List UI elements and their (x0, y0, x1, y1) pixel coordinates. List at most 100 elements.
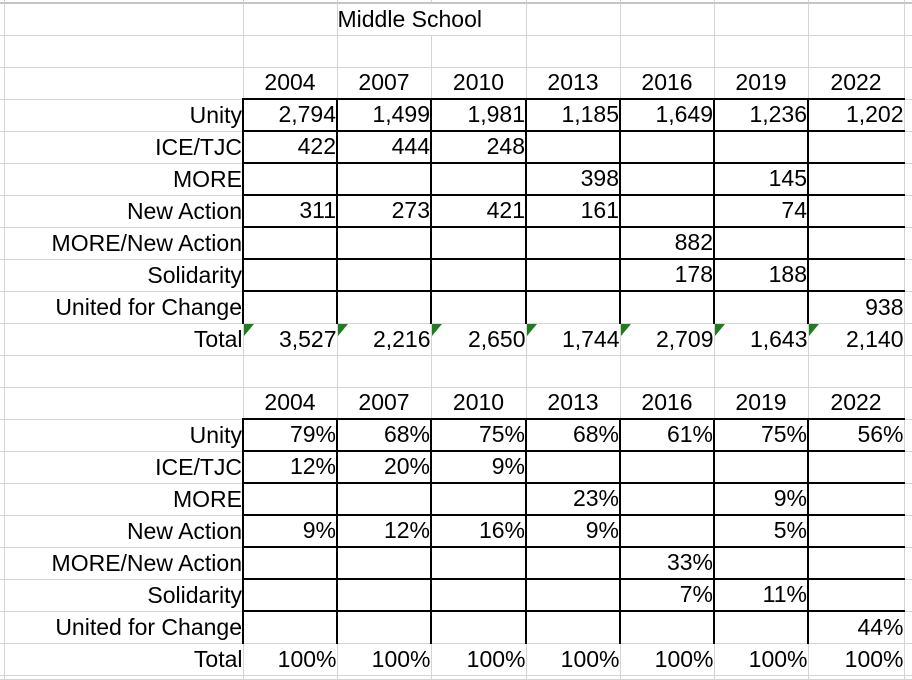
cell-percent-new-action-2007[interactable]: 12% (336, 514, 432, 548)
cell-counts-unity-2019[interactable]: 1,236 (713, 98, 809, 132)
cell-percent-unity-2013[interactable]: 68% (525, 418, 621, 452)
cell-percent-total-2022[interactable]: 100% (808, 643, 905, 676)
cell-percent-more-2007[interactable] (336, 482, 432, 516)
cell-empty[interactable] (714, 3, 809, 36)
cell-percent-unity-2019[interactable]: 75% (713, 418, 809, 452)
cell-counts-more-new-action-2010[interactable] (430, 226, 527, 260)
cell-percent-total-2007[interactable]: 100% (337, 643, 432, 676)
cell-header-counts-2010[interactable]: 2010 (431, 67, 527, 100)
cell-percent-united-for-change-2007[interactable] (336, 610, 432, 644)
cell-header-percent-2010[interactable]: 2010 (431, 387, 527, 420)
cell-counts-solidarity-2019[interactable]: 188 (713, 258, 809, 292)
cell-counts-united-for-change-2022[interactable]: 938 (807, 290, 905, 324)
cell-label-counts-more[interactable]: MORE (4, 163, 244, 196)
cell-empty[interactable] (431, 35, 527, 68)
cell-percent-unity-2022[interactable]: 56% (807, 418, 905, 452)
cell-percent-more-2019[interactable]: 9% (713, 482, 809, 516)
cell-percent-new-action-2022[interactable] (807, 514, 905, 548)
cell-counts-total-2007[interactable]: 2,216 (337, 323, 432, 356)
cell-label-counts-ice-tjc[interactable]: ICE/TJC (4, 131, 244, 164)
cell-empty[interactable] (4, 35, 244, 68)
cell-percent-new-action-2010[interactable]: 16% (430, 514, 527, 548)
cell-counts-more-2010[interactable] (430, 162, 527, 196)
cell-header-percent-2019[interactable]: 2019 (714, 387, 809, 420)
cell-counts-new-action-2007[interactable]: 273 (336, 194, 432, 228)
cell-counts-ice-tjc-2022[interactable] (807, 130, 905, 164)
cell-label-percent-solidarity[interactable]: Solidarity (4, 579, 244, 612)
cell-percent-ice-tjc-2007[interactable]: 20% (336, 450, 432, 484)
cell-label-counts-unity[interactable]: Unity (4, 99, 244, 132)
cell-counts-more-new-action-2022[interactable] (807, 226, 905, 260)
cell-percent-more-new-action-2007[interactable] (336, 546, 432, 580)
cell-counts-unity-2004[interactable]: 2,794 (242, 98, 338, 132)
cell-counts-unity-2016[interactable]: 1,649 (619, 98, 715, 132)
cell-percent-solidarity-2022[interactable] (807, 578, 905, 612)
cell-percent-total-2019[interactable]: 100% (714, 643, 809, 676)
cell-header-percent-2013[interactable]: 2013 (526, 387, 621, 420)
cell-percent-more-new-action-2004[interactable] (242, 546, 338, 580)
cell-percent-more-new-action-2019[interactable] (713, 546, 809, 580)
cell-empty[interactable] (4, 67, 244, 100)
cell-empty[interactable] (4, 3, 244, 36)
cell-empty[interactable] (243, 35, 338, 68)
cell-counts-unity-2007[interactable]: 1,499 (336, 98, 432, 132)
cell-percent-total-2004[interactable]: 100% (243, 643, 338, 676)
cell-counts-united-for-change-2013[interactable] (525, 290, 621, 324)
cell-percent-solidarity-2016[interactable]: 7% (619, 578, 715, 612)
cell-label-counts-more-new-action[interactable]: MORE/New Action (4, 227, 244, 260)
cell-percent-unity-2010[interactable]: 75% (430, 418, 527, 452)
cell-counts-total-2019[interactable]: 1,643 (714, 323, 809, 356)
cell-empty[interactable] (526, 355, 621, 388)
cell-empty[interactable] (620, 35, 715, 68)
cell-counts-solidarity-2010[interactable] (430, 258, 527, 292)
cell-counts-more-2022[interactable] (807, 162, 905, 196)
cell-counts-united-for-change-2019[interactable] (713, 290, 809, 324)
cell-counts-ice-tjc-2010[interactable]: 248 (430, 130, 527, 164)
cell-header-counts-2007[interactable]: 2007 (337, 67, 432, 100)
cell-counts-united-for-change-2004[interactable] (242, 290, 338, 324)
cell-percent-solidarity-2004[interactable] (242, 578, 338, 612)
cell-counts-ice-tjc-2019[interactable] (713, 130, 809, 164)
cell-counts-ice-tjc-2013[interactable] (525, 130, 621, 164)
cell-empty[interactable] (526, 35, 621, 68)
cell-percent-united-for-change-2013[interactable] (525, 610, 621, 644)
cell-percent-more-2013[interactable]: 23% (525, 482, 621, 516)
cell-header-counts-2019[interactable]: 2019 (714, 67, 809, 100)
cell-percent-ice-tjc-2004[interactable]: 12% (242, 450, 338, 484)
cell-counts-ice-tjc-2016[interactable] (619, 130, 715, 164)
cell-empty[interactable] (337, 35, 432, 68)
cell-counts-more-2013[interactable]: 398 (525, 162, 621, 196)
cell-empty[interactable] (714, 355, 809, 388)
cell-percent-ice-tjc-2013[interactable] (525, 450, 621, 484)
cell-percent-ice-tjc-2022[interactable] (807, 450, 905, 484)
cell-counts-new-action-2022[interactable] (807, 194, 905, 228)
cell-counts-solidarity-2016[interactable]: 178 (619, 258, 715, 292)
cell-percent-solidarity-2013[interactable] (525, 578, 621, 612)
cell-label-percent-new-action[interactable]: New Action (4, 515, 244, 548)
cell-header-counts-2022[interactable]: 2022 (808, 67, 905, 100)
cell-percent-ice-tjc-2010[interactable]: 9% (430, 450, 527, 484)
cell-counts-more-2019[interactable]: 145 (713, 162, 809, 196)
cell-percent-more-new-action-2016[interactable]: 33% (619, 546, 715, 580)
cell-percent-united-for-change-2010[interactable] (430, 610, 527, 644)
cell-percent-ice-tjc-2019[interactable] (713, 450, 809, 484)
cell-header-counts-2013[interactable]: 2013 (526, 67, 621, 100)
cell-counts-new-action-2004[interactable]: 311 (242, 194, 338, 228)
cell-empty[interactable] (620, 355, 715, 388)
cell-counts-new-action-2010[interactable]: 421 (430, 194, 527, 228)
cell-label-percent-more-new-action[interactable]: MORE/New Action (4, 547, 244, 580)
cell-percent-solidarity-2007[interactable] (336, 578, 432, 612)
cell-percent-more-2022[interactable] (807, 482, 905, 516)
cell-counts-total-2016[interactable]: 2,709 (620, 323, 715, 356)
cell-counts-total-2010[interactable]: 2,650 (431, 323, 527, 356)
cell-counts-ice-tjc-2004[interactable]: 422 (242, 130, 338, 164)
cell-counts-united-for-change-2010[interactable] (430, 290, 527, 324)
cell-percent-new-action-2016[interactable] (619, 514, 715, 548)
sheet-title-cell[interactable]: Middle School (337, 3, 527, 36)
cell-percent-united-for-change-2019[interactable] (713, 610, 809, 644)
cell-percent-total-2010[interactable]: 100% (431, 643, 527, 676)
cell-header-percent-2022[interactable]: 2022 (808, 387, 905, 420)
cell-counts-united-for-change-2016[interactable] (619, 290, 715, 324)
cell-empty[interactable] (620, 3, 715, 36)
cell-label-percent-united-for-change[interactable]: United for Change (4, 611, 244, 644)
